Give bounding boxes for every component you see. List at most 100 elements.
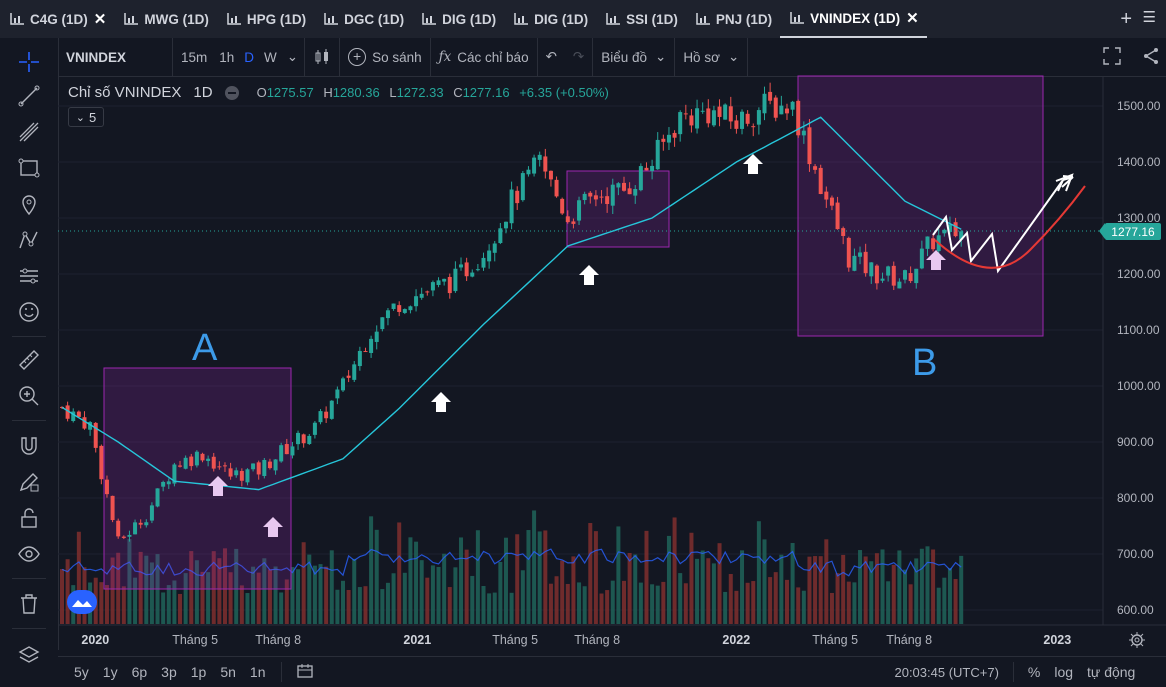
volume-bar <box>756 521 761 624</box>
volume-bar <box>908 584 913 624</box>
chart-menu-button[interactable]: Biểu đồ ⌄ <box>593 38 674 76</box>
divider <box>12 336 46 337</box>
interval-d[interactable]: D <box>244 49 255 65</box>
volume-bar <box>891 564 896 624</box>
tabs-menu-icon[interactable]: ☰ <box>1142 9 1156 26</box>
volume-bar <box>520 570 525 624</box>
undo-icon[interactable]: ↶ <box>545 49 557 64</box>
volume-bar <box>262 558 267 624</box>
volume-bar <box>346 589 351 624</box>
y-tick-label: 1500.00 <box>1117 99 1161 113</box>
interval-15m[interactable]: 15m <box>181 49 208 65</box>
tab-6[interactable]: SSI (1D) <box>596 0 686 38</box>
volume-bar <box>385 582 390 624</box>
clock-time[interactable]: 20:03:45 (UTC+7) <box>894 664 999 680</box>
ma-path <box>61 116 962 491</box>
legend-timeframe: 1D <box>193 84 213 101</box>
volume-bar <box>582 586 587 624</box>
compare-button[interactable]: + So sánh <box>340 38 430 76</box>
fib-tool-icon[interactable] <box>17 120 41 144</box>
tab-5[interactable]: DIG (1D) <box>504 0 596 38</box>
unlock-icon[interactable] <box>17 506 41 530</box>
trend-line-icon[interactable] <box>17 84 41 108</box>
tab-8[interactable]: VNINDEX (1D) ✕ <box>780 0 927 38</box>
crosshair-icon[interactable] <box>17 50 41 74</box>
volume-bar <box>341 580 345 624</box>
range-1y[interactable]: 1y <box>102 664 118 680</box>
tab-1[interactable]: MWG (1D) <box>114 0 217 38</box>
share-icon[interactable] <box>1142 47 1160 68</box>
trash-icon[interactable] <box>17 592 41 616</box>
range-3m[interactable]: 3p <box>161 664 177 680</box>
date-range-icon[interactable] <box>296 663 314 682</box>
divider <box>429 38 431 76</box>
lock-drawing-pencil-icon[interactable] <box>17 470 41 494</box>
interval-w[interactable]: W <box>264 49 277 65</box>
y-tick-label: 600.00 <box>1117 603 1154 617</box>
volume-bar <box>751 581 756 624</box>
close-tab-icon[interactable]: ✕ <box>93 11 107 28</box>
candle-body <box>116 520 121 537</box>
percent-scale-toggle[interactable]: % <box>1027 664 1041 680</box>
indicators-button[interactable]: ƒx Các chỉ báo <box>431 38 537 76</box>
emoji-icon[interactable] <box>17 300 41 324</box>
close-tab-icon[interactable]: ✕ <box>906 10 919 27</box>
volume-bar <box>863 556 868 624</box>
volume-bar <box>166 585 171 624</box>
volume-bar <box>509 592 514 624</box>
interval-1h[interactable]: 1h <box>219 49 235 65</box>
volume-bar <box>436 566 441 624</box>
range-5d[interactable]: 5n <box>220 664 236 680</box>
volume-bar <box>369 516 374 624</box>
candle-body <box>644 167 649 171</box>
candle-body <box>273 459 278 471</box>
ruler-icon[interactable] <box>17 348 41 372</box>
volume-bar <box>312 565 317 624</box>
volume-bar <box>959 555 964 624</box>
rectangle-tool-icon[interactable] <box>17 156 41 180</box>
profile-menu-button[interactable]: Hồ sơ ⌄ <box>675 38 747 76</box>
volume-bar <box>161 592 166 624</box>
fullscreen-icon[interactable] <box>1102 46 1122 69</box>
eye-icon[interactable] <box>17 542 41 566</box>
interval-dropdown-icon[interactable]: ⌄ <box>286 49 299 64</box>
candlesticks <box>60 82 964 542</box>
candle-body <box>554 179 559 197</box>
range-1d[interactable]: 1n <box>249 664 266 680</box>
range-5y[interactable]: 5y <box>74 664 89 680</box>
y-tick-label: 1400.00 <box>1117 155 1161 169</box>
volume-bar <box>256 572 261 624</box>
candle-type-icon[interactable] <box>305 38 339 76</box>
volume-bar <box>947 568 952 624</box>
tab-0[interactable]: C4G (1D) ✕ <box>0 0 114 38</box>
zoom-in-icon[interactable] <box>17 384 41 408</box>
forecast-zigzag <box>932 179 1064 274</box>
volume-bar <box>852 582 857 624</box>
layers-icon[interactable] <box>17 644 41 668</box>
candle-body <box>689 115 694 126</box>
forecast-tool-icon[interactable] <box>17 264 41 288</box>
candle-body <box>582 193 587 201</box>
candle-body <box>82 417 87 429</box>
pin-icon[interactable] <box>17 192 41 216</box>
new-tab-button[interactable]: + <box>1120 8 1132 30</box>
range-6m[interactable]: 6p <box>131 664 148 680</box>
settings-gear-icon[interactable] <box>1129 632 1145 651</box>
tab-7[interactable]: PNJ (1D) <box>686 0 780 38</box>
volume-bar <box>380 589 385 624</box>
volume-bar <box>610 580 615 624</box>
high-label: H <box>323 85 333 100</box>
magnet-icon[interactable] <box>17 434 41 458</box>
log-scale-toggle[interactable]: log <box>1054 664 1074 680</box>
symbol-search-button[interactable]: VNINDEX <box>66 49 127 65</box>
auto-scale-toggle[interactable]: tự động <box>1087 664 1136 680</box>
range-1m[interactable]: 1p <box>190 664 207 680</box>
tab-3[interactable]: DGC (1D) <box>314 0 412 38</box>
tab-2[interactable]: HPG (1D) <box>217 0 314 38</box>
pattern-tool-icon[interactable] <box>17 228 41 252</box>
volume-bar <box>644 530 649 624</box>
redo-icon[interactable]: ↷ <box>572 49 585 64</box>
tab-4[interactable]: DIG (1D) <box>412 0 504 38</box>
indicators-toggle[interactable]: ⌄ 5 <box>68 107 104 127</box>
